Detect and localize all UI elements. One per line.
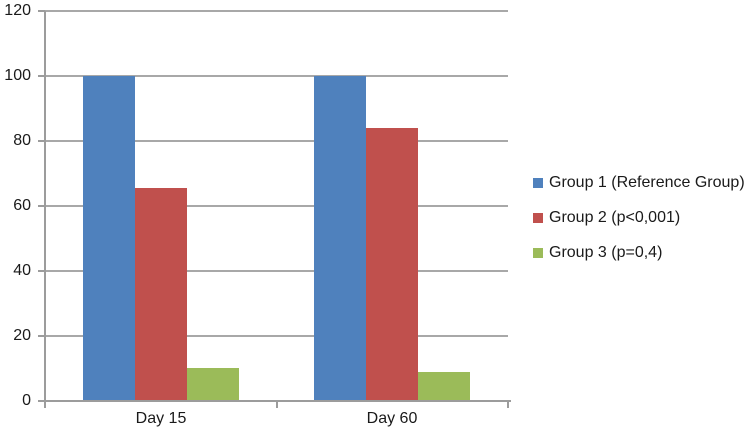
legend-label-group-2-p-0-001: Group 2 (p<0,001) <box>549 209 681 226</box>
x-axis-line <box>44 400 511 402</box>
bar-group-3-p-0-4-day-60 <box>418 372 470 401</box>
legend-item-group-1-reference-group: Group 1 (Reference Group) <box>533 173 745 193</box>
legend-item-group-2-p-0-001: Group 2 (p<0,001) <box>533 208 680 228</box>
y-axis-tick-0 <box>38 400 45 402</box>
y-axis-tick-20 <box>38 335 45 337</box>
bar-group-2-p-0-001-day-15 <box>135 188 187 401</box>
bar-group-1-reference-group-day-15 <box>83 76 135 401</box>
y-tick-label-120: 120 <box>4 2 31 19</box>
legend-label-group-3-p-0-4: Group 3 (p=0,4) <box>549 244 663 261</box>
legend-label-group-1-reference-group: Group 1 (Reference Group) <box>549 174 745 191</box>
y-axis-tick-80 <box>38 140 45 142</box>
y-tick-label-60: 60 <box>13 197 31 214</box>
bar-group-2-p-0-001-day-60 <box>366 128 418 401</box>
y-axis-tick-120 <box>38 10 45 12</box>
y-tick-label-40: 40 <box>13 262 31 279</box>
legend-item-group-3-p-0-4: Group 3 (p=0,4) <box>533 243 662 263</box>
gridline-80 <box>45 140 508 142</box>
legend-swatch-group-3-p-0-4 <box>533 248 543 258</box>
x-axis-tick-1 <box>276 402 278 408</box>
y-tick-label-100: 100 <box>4 67 31 84</box>
gridline-120 <box>45 10 508 12</box>
x-category-label-day-60: Day 60 <box>366 410 418 427</box>
gridline-60 <box>45 205 508 207</box>
y-axis-tick-40 <box>38 270 45 272</box>
x-axis-tick-0 <box>44 402 46 408</box>
bar-group-3-p-0-4-day-15 <box>187 368 239 401</box>
gridline-40 <box>45 270 508 272</box>
y-tick-label-80: 80 <box>13 132 31 149</box>
gridline-100 <box>45 75 508 77</box>
gridline-20 <box>45 335 508 337</box>
y-tick-label-20: 20 <box>13 327 31 344</box>
bar-group-1-reference-group-day-60 <box>314 76 366 401</box>
y-axis-tick-100 <box>38 75 45 77</box>
x-axis-tick-2 <box>507 402 509 408</box>
y-axis-tick-60 <box>38 205 45 207</box>
legend-swatch-group-2-p-0-001 <box>533 213 543 223</box>
y-axis-line <box>44 11 46 402</box>
x-category-label-day-15: Day 15 <box>135 410 187 427</box>
y-tick-label-0: 0 <box>22 392 31 409</box>
legend-swatch-group-1-reference-group <box>533 178 543 188</box>
